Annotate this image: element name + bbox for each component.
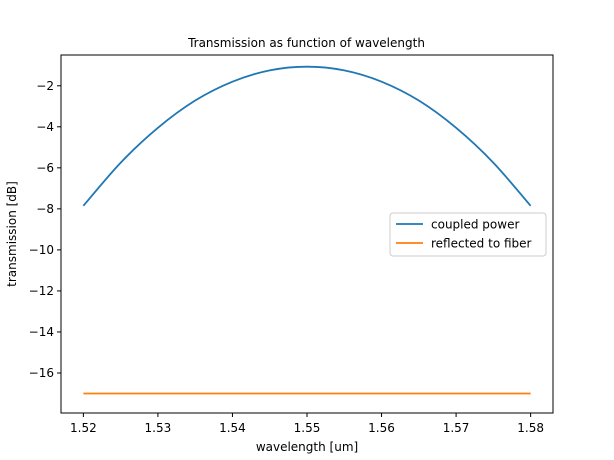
y-tick-label: −14	[29, 325, 54, 339]
chart-title: Transmission as function of wavelength	[187, 36, 425, 50]
legend-label-reflected-to-fiber: reflected to fiber	[431, 237, 532, 251]
legend-box	[389, 212, 547, 257]
series-line-coupled-power	[82, 65, 532, 207]
legend: coupled power reflected to fiber	[389, 212, 547, 257]
series-layer	[82, 65, 532, 395]
x-tick-label: 1.54	[219, 421, 246, 435]
x-tick-label: 1.52	[70, 421, 97, 435]
y-tick-label: −4	[36, 120, 54, 134]
x-tick-label: 1.53	[145, 421, 172, 435]
y-tick-label: −6	[36, 161, 54, 175]
x-axis-label: wavelength [um]	[256, 440, 358, 454]
x-tick-label: 1.58	[517, 421, 544, 435]
x-tick-label: 1.57	[443, 421, 470, 435]
y-tick-label: −2	[36, 79, 54, 93]
x-axis: 1.52 1.53 1.54 1.55 1.56 1.57 1.58	[70, 413, 544, 435]
x-tick-label: 1.56	[368, 421, 395, 435]
y-tick-label: −8	[36, 202, 54, 216]
x-tick-label: 1.55	[294, 421, 321, 435]
y-tick-label: −10	[29, 243, 54, 257]
y-tick-label: −12	[29, 284, 54, 298]
y-axis-label: transmission [dB]	[5, 181, 19, 287]
legend-label-coupled-power: coupled power	[431, 218, 519, 232]
y-tick-label: −16	[29, 366, 54, 380]
y-axis: −2 −4 −6 −8 −10 −12 −14 −16	[29, 79, 61, 380]
